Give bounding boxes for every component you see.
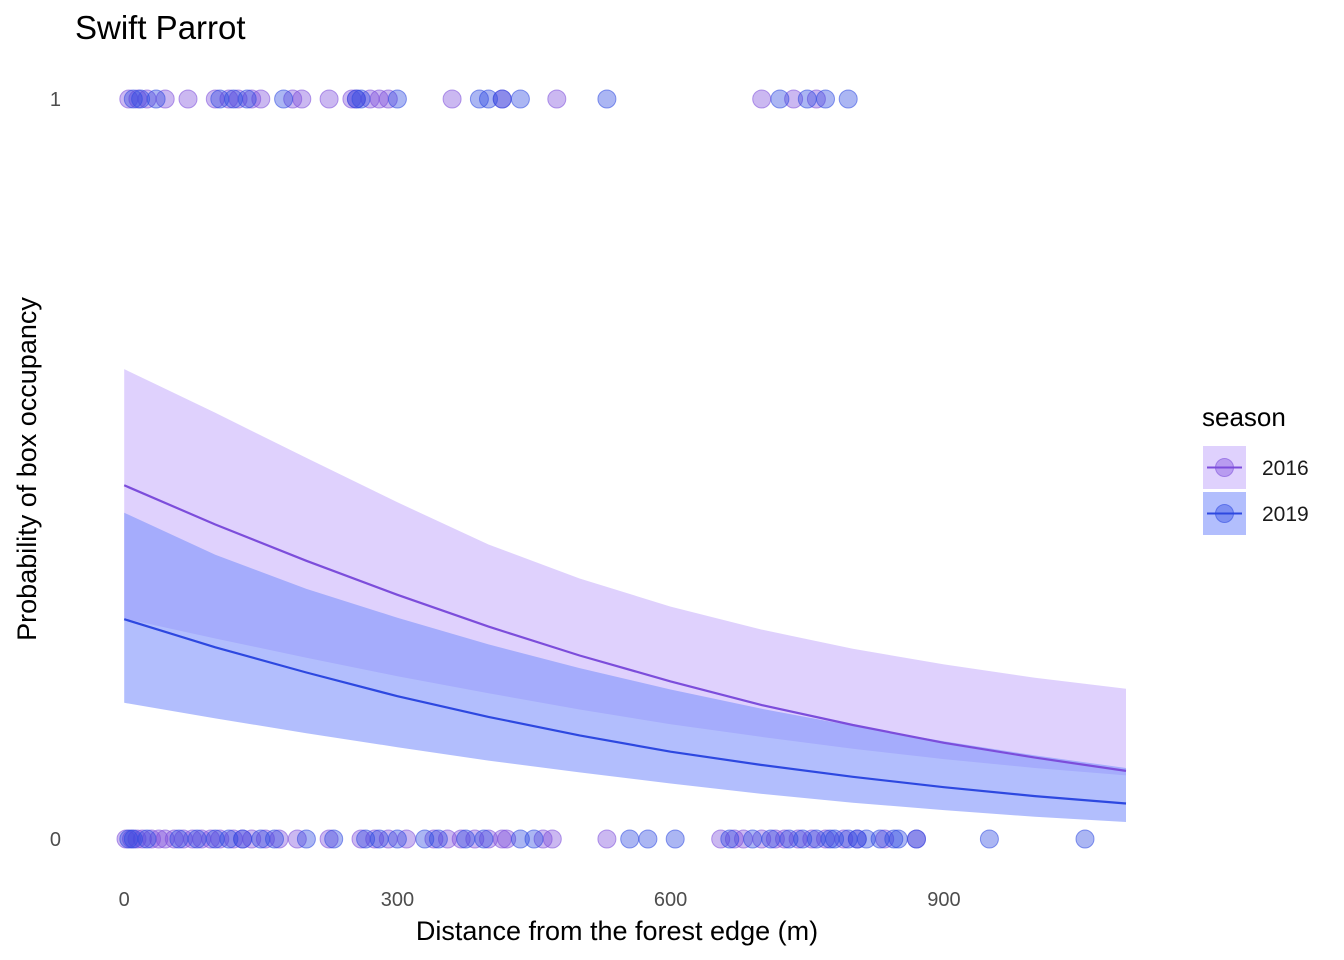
point-2016-present <box>292 89 312 109</box>
fit-lines <box>123 484 1127 805</box>
point-2019-present <box>346 89 366 109</box>
point-2019-present <box>838 89 858 109</box>
point-2019-absent <box>169 829 189 849</box>
point-2019-absent <box>233 829 253 849</box>
point-2019-present <box>274 89 294 109</box>
point-2016-present <box>319 89 339 109</box>
point-2016-present <box>251 89 271 109</box>
point-2016-absent <box>451 829 471 849</box>
ribbon-2016 <box>124 369 1126 776</box>
point-2019-absent <box>779 829 799 849</box>
point-2016-present <box>784 89 804 109</box>
point-2016-absent <box>597 829 617 849</box>
legend-label: 2019 <box>1262 503 1309 526</box>
point-2016-present <box>178 89 198 109</box>
point-2019-absent <box>187 829 207 849</box>
x-tick-label: 300 <box>381 889 414 911</box>
y-tick-label: 1 <box>50 89 61 111</box>
point-2019-absent <box>510 829 530 849</box>
point-2019-present <box>224 89 243 109</box>
point-2019-absent <box>825 829 845 849</box>
legend-title: season <box>1202 402 1286 432</box>
legend: season 2016 2019 <box>1202 402 1309 535</box>
point-2019-present <box>770 89 790 109</box>
point-2016-absent <box>497 829 517 849</box>
y-axis-ticks: 01 <box>50 89 61 851</box>
chart-title: Swift Parrot <box>75 9 246 46</box>
point-2019-absent <box>456 829 476 849</box>
fit-line-2016 <box>123 484 1127 772</box>
point-2019-absent <box>324 829 344 849</box>
point-2019-absent <box>720 829 740 849</box>
point-2019-absent <box>524 829 544 849</box>
point-2019-absent <box>1075 829 1095 849</box>
point-2019-present <box>797 89 817 109</box>
point-2019-present <box>123 89 143 109</box>
point-2019-absent <box>356 829 376 849</box>
x-tick-label: 900 <box>927 889 960 911</box>
point-2019-absent <box>888 829 908 849</box>
legend-point <box>1215 504 1234 523</box>
point-2019-absent <box>979 829 999 849</box>
fit-line-2019 <box>123 618 1127 805</box>
x-tick-label: 0 <box>119 889 130 911</box>
point-2019-present <box>492 89 512 109</box>
point-2019-present <box>210 89 230 109</box>
point-2019-present <box>816 89 835 109</box>
point-2019-absent <box>665 829 685 849</box>
point-2019-absent <box>620 829 640 849</box>
point-2019-absent <box>265 829 284 849</box>
point-2016-absent <box>319 829 339 849</box>
point-2019-present <box>597 89 617 109</box>
point-2019-present <box>237 89 257 109</box>
y-tick-label: 0 <box>50 829 61 851</box>
point-2019-absent <box>474 829 494 849</box>
point-2019-absent <box>415 829 435 849</box>
point-2016-absent <box>542 829 562 849</box>
point-2019-absent <box>387 829 407 849</box>
point-2019-absent <box>856 829 876 849</box>
legend-item-2019: 2019 <box>1203 492 1309 535</box>
x-axis-title: Distance from the forest edge (m) <box>416 916 818 946</box>
point-2019-absent <box>205 829 225 849</box>
point-2019-absent <box>369 829 389 849</box>
point-2019-absent <box>219 829 239 849</box>
x-tick-label: 600 <box>654 889 687 911</box>
point-2019-absent <box>761 829 781 849</box>
point-2019-present <box>479 89 498 109</box>
data-points <box>116 89 1095 849</box>
point-2019-absent <box>428 829 448 849</box>
point-2019-absent <box>137 829 157 849</box>
point-2019-present <box>387 89 407 109</box>
legend-point <box>1215 458 1234 477</box>
x-axis-ticks: 0 300 600 900 <box>119 889 961 911</box>
point-2016-present <box>442 89 462 109</box>
point-2019-present <box>351 89 371 109</box>
point-2019-absent <box>251 829 271 849</box>
point-2019-absent <box>296 829 316 849</box>
y-axis-title: Probability of box occupancy <box>12 297 42 641</box>
ribbon-2019 <box>124 512 1126 822</box>
point-2019-absent <box>907 829 926 849</box>
point-2019-present <box>510 89 530 109</box>
point-2019-absent <box>743 829 763 849</box>
point-2019-absent <box>638 829 658 849</box>
point-2016-present <box>752 89 772 109</box>
point-2019-present <box>131 89 151 109</box>
point-2019-absent <box>793 829 813 849</box>
point-2016-present <box>547 89 567 109</box>
point-2019-present <box>146 89 166 109</box>
legend-item-2016: 2016 <box>1203 446 1309 489</box>
point-2019-absent <box>123 829 143 849</box>
point-2019-absent <box>884 829 904 849</box>
legend-label: 2016 <box>1262 457 1309 480</box>
confidence-ribbons <box>124 369 1126 822</box>
